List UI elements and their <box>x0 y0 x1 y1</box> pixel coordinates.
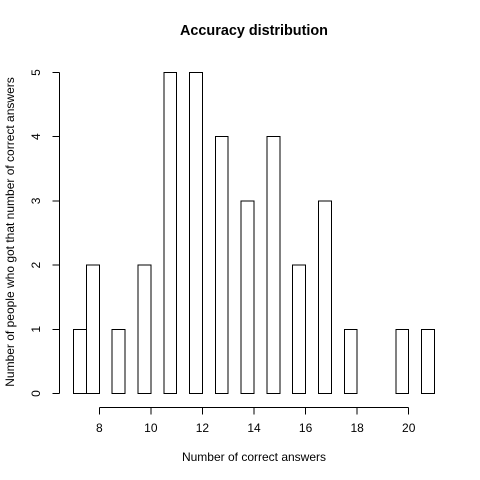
x-tick-label-10: 10 <box>144 421 158 435</box>
bar-14 <box>240 200 255 394</box>
bar-18 <box>343 328 358 394</box>
y-tick-label-0: 0 <box>29 390 43 397</box>
x-tick-label-8: 8 <box>96 421 103 435</box>
bar-13 <box>214 136 229 394</box>
x-tick-label-20: 20 <box>402 421 416 435</box>
x-tick-label-18: 18 <box>350 421 364 435</box>
chart-title: Accuracy distribution <box>180 23 328 39</box>
x-tick-label-16: 16 <box>299 421 313 435</box>
bar-8 <box>85 264 100 394</box>
bar-21 <box>421 328 436 394</box>
y-tick-label-4: 4 <box>29 133 43 140</box>
x-tick-label-14: 14 <box>247 421 261 435</box>
bar-7-5 <box>73 328 87 394</box>
bars-layer <box>73 72 436 394</box>
y-tick-label-5: 5 <box>29 69 43 76</box>
y-axis-title: Number of people who got that number of … <box>3 77 17 387</box>
x-axis-title: Number of correct answers <box>182 450 326 464</box>
bar-9 <box>111 328 126 394</box>
bar-15 <box>266 136 281 394</box>
bar-16 <box>292 264 307 394</box>
bar-20 <box>395 328 410 394</box>
x-tick-label-12: 12 <box>196 421 210 435</box>
bar-11 <box>163 72 178 394</box>
y-tick-label-1: 1 <box>29 326 43 333</box>
bar-10 <box>137 264 152 394</box>
y-tick-label-3: 3 <box>29 197 43 204</box>
y-tick-label-2: 2 <box>29 261 43 268</box>
bar-12 <box>189 72 203 394</box>
bar-17 <box>317 200 332 394</box>
